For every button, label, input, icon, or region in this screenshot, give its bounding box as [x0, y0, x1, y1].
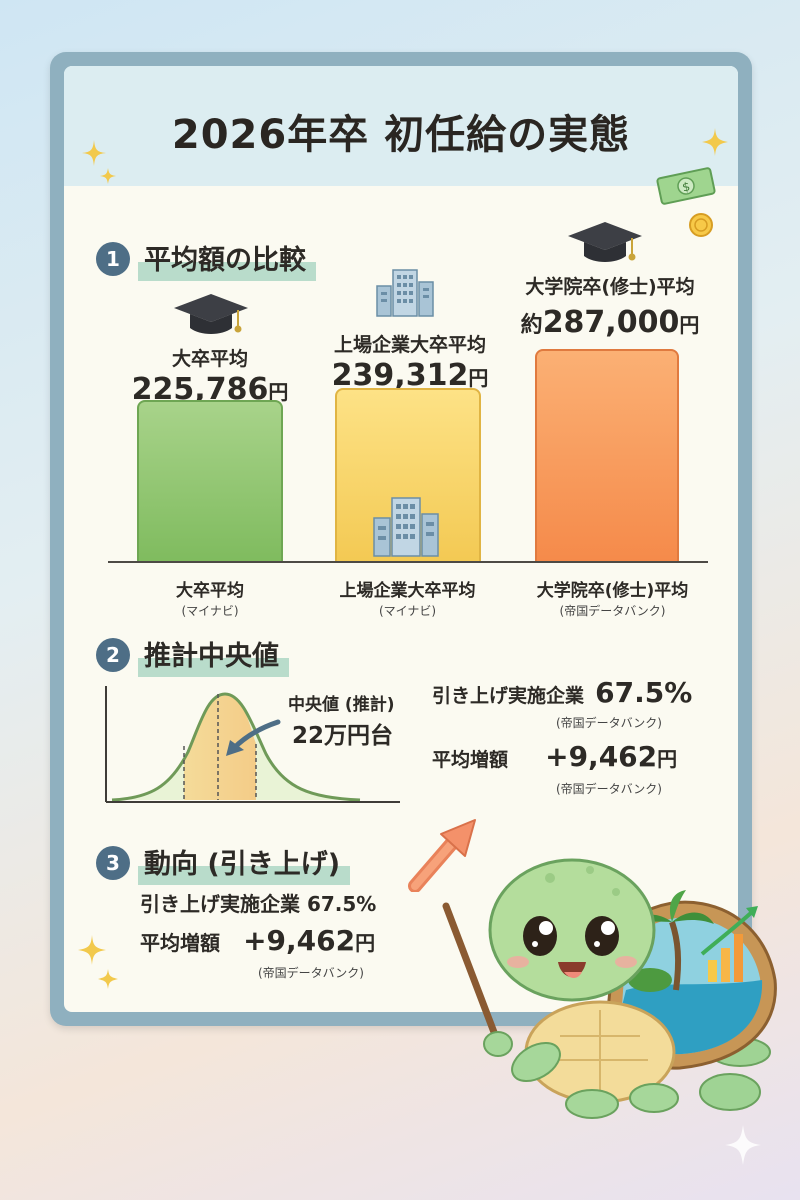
- bar-3-prefix: 約: [520, 313, 543, 338]
- bar-2-unit: 円: [468, 366, 489, 390]
- section-1-title: 平均額の比較: [138, 236, 316, 281]
- distribution-curve: [105, 686, 400, 803]
- category-1-source: (マイナビ): [181, 604, 239, 618]
- bar-2-value: 239,312円: [300, 358, 520, 393]
- increase-unit: 円: [657, 747, 678, 771]
- raise-value: 67.5%: [595, 676, 693, 709]
- increase-stat: 平均増額 +9,462円: [432, 740, 677, 773]
- median-label: 中央値 (推計): [288, 695, 395, 715]
- money-bill-icon: $: [656, 167, 716, 205]
- section-3-increase-value: +9,462: [243, 924, 356, 957]
- sparkle-icon: [725, 1125, 761, 1165]
- chart-baseline: [108, 561, 708, 563]
- section-3-increase-label: 平均増額: [140, 931, 220, 955]
- bar-1: [137, 399, 283, 563]
- trend-arrow-icon: [408, 819, 476, 892]
- category-2-source: (マイナビ): [378, 604, 437, 618]
- increase-label: 平均増額: [432, 749, 509, 771]
- raise-label: 引き上げ実施企業: [432, 685, 585, 707]
- section-2-title: 推計中央値: [138, 632, 289, 677]
- section-3-raise: 引き上げ実施企業 67.5%: [140, 892, 377, 916]
- bar-3-value-number: 287,000: [542, 305, 680, 340]
- graduation-cap-icon: [568, 222, 642, 262]
- section-2-number: 2: [96, 637, 130, 672]
- coin-icon: [689, 213, 713, 237]
- bar-1-label: 大卒平均: [171, 348, 248, 370]
- office-building-icon: [376, 269, 434, 317]
- bar-2-label: 上場企業大卒平均: [333, 334, 486, 356]
- sparkle-icon: [82, 140, 116, 184]
- bar-3: [535, 349, 679, 563]
- section-3-number: 3: [96, 845, 130, 880]
- turtle-mascot-icon: [442, 858, 777, 1119]
- category-1: 大卒平均: [176, 581, 244, 601]
- median-value: 22万円台: [292, 723, 394, 749]
- category-2: 上場企業大卒平均: [339, 581, 476, 601]
- section-3-title: 動向 (引き上げ): [138, 840, 351, 885]
- raise-source: (帝国データバンク): [556, 716, 662, 730]
- increase-value: +9,462: [545, 740, 658, 773]
- category-3-source: (帝国データバンク): [559, 604, 666, 618]
- increase-source: (帝国データバンク): [556, 782, 662, 796]
- section-3-increase-unit: 円: [355, 931, 376, 955]
- graduation-cap-icon: [174, 294, 248, 334]
- bar-3-value: 約287,000円: [495, 305, 725, 340]
- sparkle-icon: [78, 935, 118, 989]
- section-3-increase-stat: 平均増額 +9,462円: [140, 924, 375, 957]
- office-building-icon: [373, 497, 439, 557]
- section-2-header: 2 推計中央値: [96, 632, 289, 677]
- section-3-header: 3 動向 (引き上げ): [96, 840, 351, 885]
- bar-2-value-number: 239,312: [331, 358, 469, 393]
- category-3: 大学院卒(修士)平均: [536, 581, 689, 601]
- bar-3-label: 大学院卒(修士)平均: [525, 276, 695, 298]
- svg-text:$: $: [681, 179, 691, 194]
- header-band: [64, 66, 738, 186]
- section-1-header: 1 平均額の比較: [96, 236, 316, 281]
- page-title: 2026年卒 初任給の実態: [171, 112, 631, 158]
- sparkle-icon: [702, 128, 728, 156]
- bar-3-unit: 円: [679, 313, 700, 337]
- raise-stat: 引き上げ実施企業 67.5%: [432, 676, 692, 709]
- section-3-increase-source: (帝国データバンク): [258, 966, 364, 980]
- bar-1-unit: 円: [268, 380, 289, 404]
- section-1-number: 1: [96, 241, 130, 276]
